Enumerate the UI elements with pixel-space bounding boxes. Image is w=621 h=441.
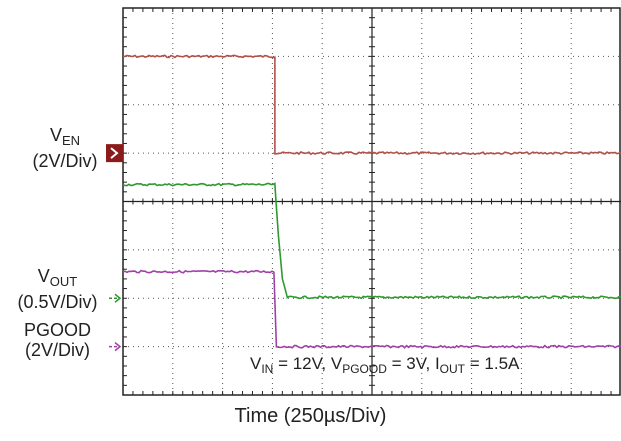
iout-val: = 1.5A (465, 354, 520, 373)
pgood-scale-label: (2V/Div) (24, 340, 90, 360)
trace-out (122, 182, 621, 300)
label-vout-en: VEN (2V/Div) (20, 125, 110, 171)
trace-en (122, 54, 621, 156)
out-label-sub: OUT (49, 274, 78, 289)
marker-arrow-pgood (114, 342, 122, 352)
marker-arrow-out (114, 293, 122, 303)
out-label-main: V (37, 266, 50, 286)
iout-sub: OUT (439, 362, 466, 376)
vpg-val: = 3V, (386, 354, 435, 373)
marker-en (106, 144, 123, 163)
en-label-main: V (49, 125, 62, 145)
x-axis-label: Time (250µs/Div) (234, 405, 387, 427)
vin-main: V (250, 354, 262, 373)
vin-sub: IN (261, 362, 274, 376)
conditions-annotation: VIN = 12V, VPGOOD = 3V, IOUT = 1.5A (250, 354, 519, 376)
marker-arrow-en (110, 147, 119, 159)
iout-main: I (434, 354, 440, 373)
vin-val: = 12V, (273, 354, 331, 373)
label-pgood: PGOOD (2V/Div) (10, 320, 105, 360)
en-label-sub: EN (61, 133, 81, 148)
trace-pgood (122, 269, 621, 349)
vpg-main: V (330, 354, 343, 373)
vpg-sub: PGOOD (342, 362, 387, 376)
en-scale-label: (2V/Div) (32, 151, 98, 171)
out-scale-label: (0.5V/Div) (17, 292, 98, 312)
pgood-label-main: PGOOD (23, 320, 91, 340)
label-vout: VOUT (0.5V/Div) (5, 266, 110, 312)
